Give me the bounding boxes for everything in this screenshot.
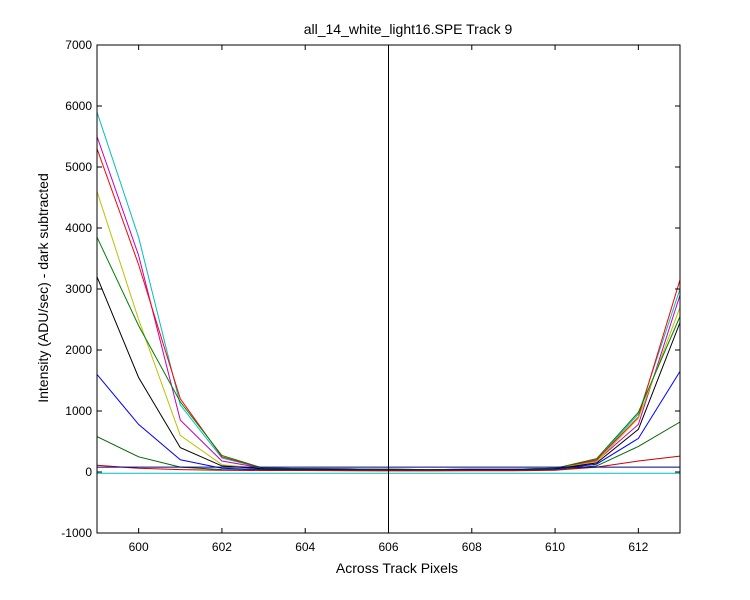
x-tick-label: 606 — [378, 540, 398, 554]
y-tick-label: -1000 — [61, 526, 92, 540]
x-axis-label: Across Track Pixels — [336, 560, 458, 576]
x-tick-label: 604 — [295, 540, 315, 554]
x-tick-label: 608 — [462, 540, 482, 554]
y-tick-label: 0 — [85, 465, 92, 479]
x-tick-label: 600 — [129, 540, 149, 554]
y-tick-label: 3000 — [65, 282, 92, 296]
chart-title: all_14_white_light16.SPE Track 9 — [304, 21, 513, 37]
y-tick-label: 7000 — [65, 38, 92, 52]
y-tick-label: 6000 — [65, 99, 92, 113]
x-tick-label: 612 — [628, 540, 648, 554]
y-tick-label: 4000 — [65, 221, 92, 235]
y-axis-label: Intensity (ADU/sec) - dark subtracted — [35, 173, 51, 403]
y-tick-label: 5000 — [65, 160, 92, 174]
x-tick-label: 610 — [545, 540, 565, 554]
y-tick-label: 2000 — [65, 343, 92, 357]
x-tick-label: 602 — [212, 540, 232, 554]
tick-layer: 600 602 604 606 608 610 612 -1000 0 1000 2000 3000 4… — [61, 38, 680, 554]
y-tick-label: 1000 — [65, 404, 92, 418]
